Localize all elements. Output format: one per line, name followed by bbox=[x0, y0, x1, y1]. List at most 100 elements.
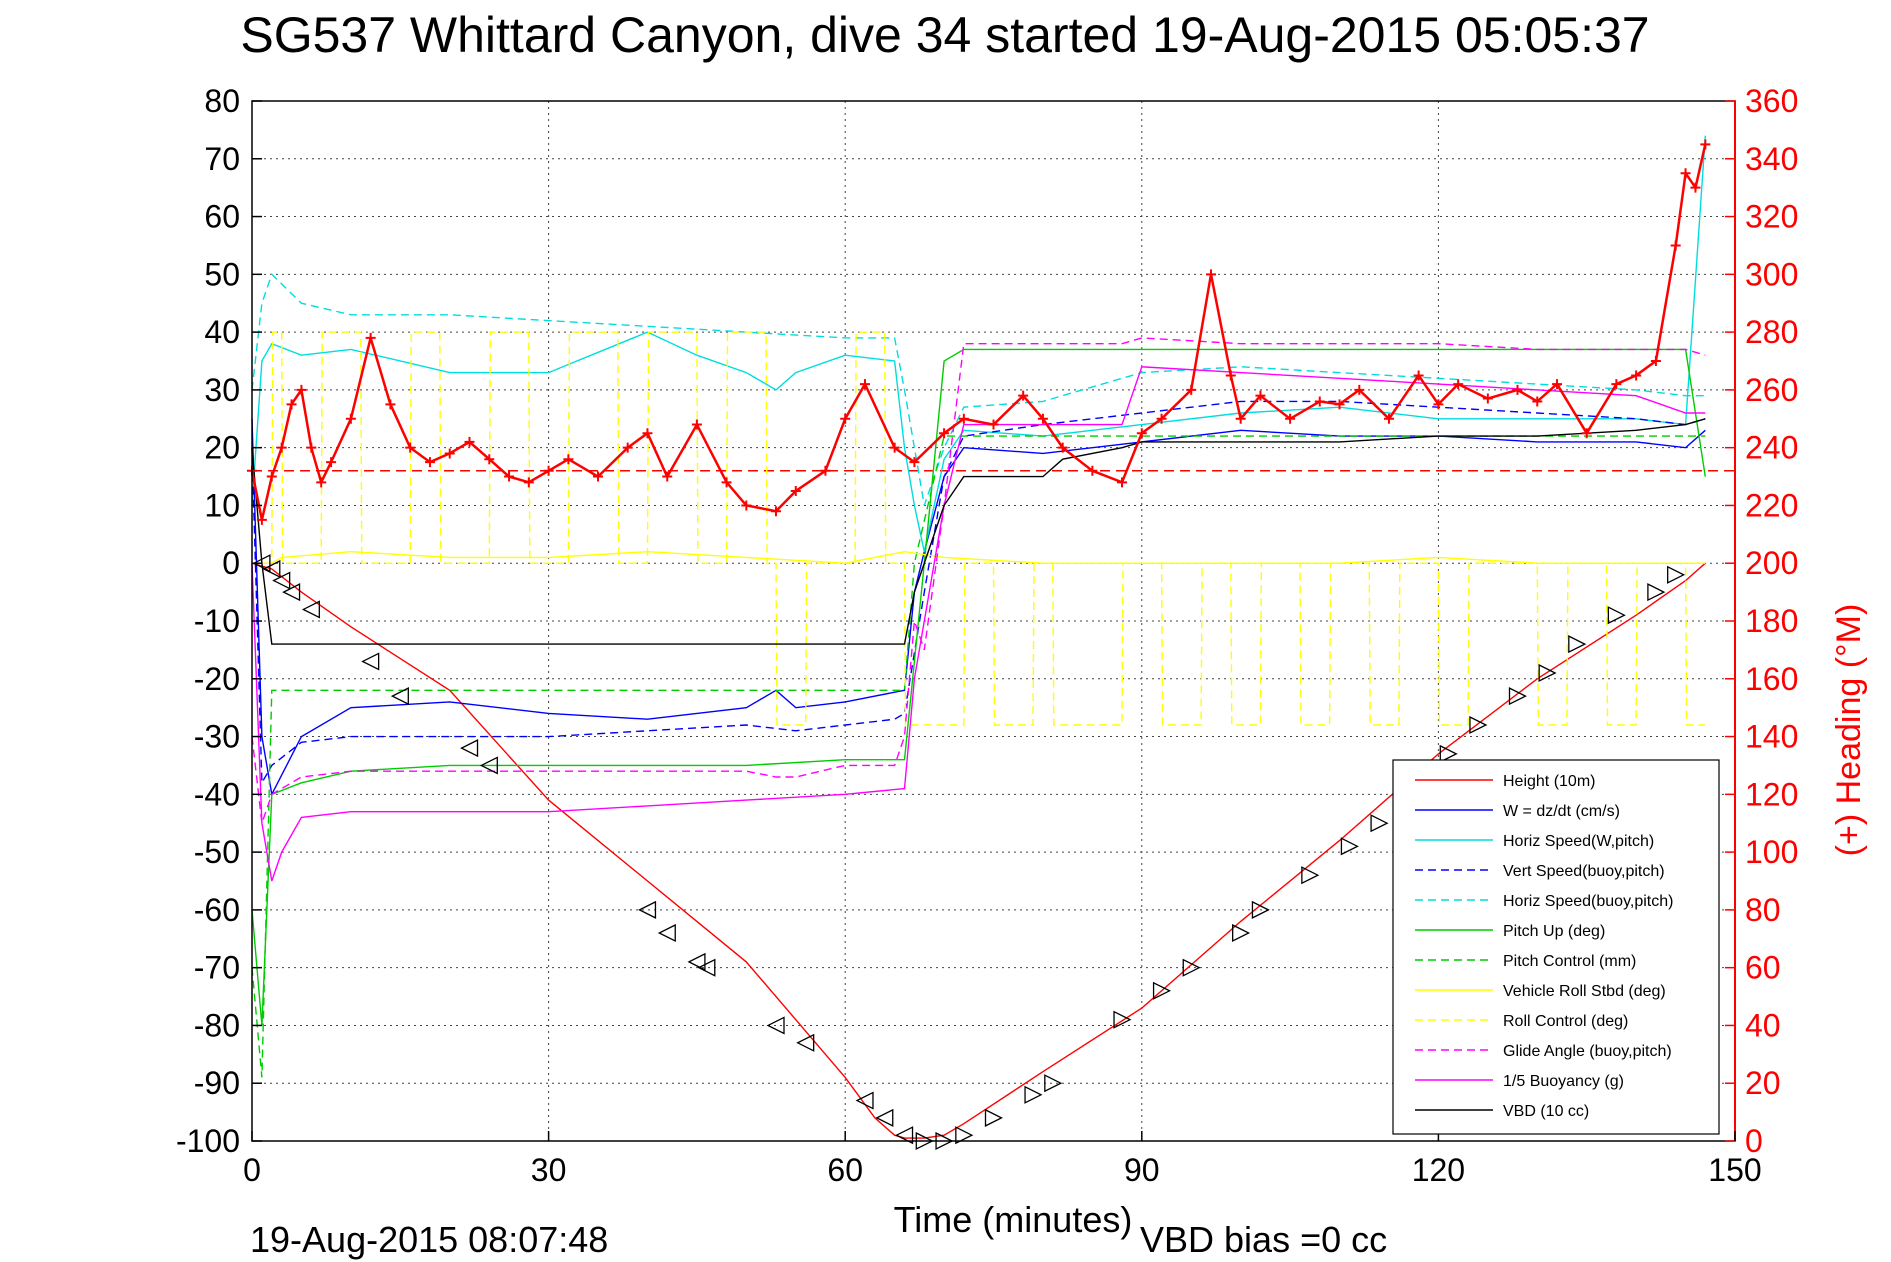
footer-timestamp: 19-Aug-2015 08:07:48 bbox=[250, 1219, 608, 1260]
right-tick-label: 0 bbox=[1745, 1123, 1763, 1159]
x-axis-ticks: 0 30 60 90 120 150 bbox=[243, 1131, 1762, 1188]
heading-point bbox=[504, 471, 515, 482]
height-triangle-marker bbox=[1044, 1074, 1063, 1093]
series-line-height-10m bbox=[251, 562, 1706, 1139]
heading-point bbox=[1433, 399, 1444, 410]
heading-point bbox=[276, 442, 287, 453]
legend-label-horiz-speed-buoy-pitch: Horiz Speed(buoy,pitch) bbox=[1503, 893, 1673, 910]
heading-point bbox=[1700, 139, 1711, 150]
heading-point bbox=[1156, 413, 1167, 424]
right-tick-label: 220 bbox=[1745, 487, 1798, 523]
left-tick-label: 20 bbox=[204, 430, 240, 466]
right-tick-label: 240 bbox=[1745, 430, 1798, 466]
heading-point bbox=[721, 477, 732, 488]
legend-label-horiz-speed-w-pitch: Horiz Speed(W,pitch) bbox=[1503, 833, 1654, 850]
height-triangle-marker bbox=[1152, 981, 1172, 1000]
legend-label-vbd-10-cc: VBD (10 cc) bbox=[1503, 1103, 1589, 1120]
x-tick-label: 60 bbox=[827, 1152, 863, 1188]
height-triangle-marker bbox=[955, 1126, 974, 1145]
left-tick-label: -80 bbox=[194, 1007, 240, 1043]
heading-point bbox=[1512, 384, 1523, 395]
heading-point bbox=[1532, 396, 1543, 407]
height-triangle-marker bbox=[282, 583, 301, 602]
height-triangle-marker bbox=[1469, 715, 1488, 735]
right-tick-label: 40 bbox=[1745, 1007, 1781, 1043]
heading-point bbox=[859, 379, 870, 390]
height-triangle-marker bbox=[1301, 866, 1320, 885]
heading-point bbox=[1285, 413, 1296, 424]
heading-point bbox=[988, 419, 999, 430]
heading-point bbox=[889, 442, 900, 453]
heading-point bbox=[444, 448, 455, 459]
heading-point bbox=[1680, 168, 1691, 179]
heading-point bbox=[1206, 269, 1217, 280]
legend-label-w-dz-dt-cm-s: W = dz/dt (cm/s) bbox=[1503, 803, 1620, 820]
heading-point bbox=[840, 413, 851, 424]
heading-point bbox=[1650, 356, 1661, 366]
right-tick-label: 160 bbox=[1745, 661, 1798, 697]
heading-point bbox=[424, 457, 435, 468]
left-tick-label: -30 bbox=[194, 719, 240, 755]
heading-point bbox=[1413, 370, 1424, 381]
right-tick-label: 300 bbox=[1745, 256, 1798, 292]
heading-point bbox=[1581, 428, 1592, 439]
legend-label-vehicle-roll-stbd-deg: Vehicle Roll Stbd (deg) bbox=[1503, 983, 1666, 1000]
right-tick-label: 60 bbox=[1745, 950, 1781, 986]
legend-label-vert-speed-buoy-pitch: Vert Speed(buoy,pitch) bbox=[1503, 863, 1665, 880]
heading-point bbox=[939, 428, 950, 439]
height-triangle-marker bbox=[460, 739, 479, 758]
series-line-w-dz-dt-cm-s bbox=[251, 418, 1706, 797]
right-tick-label: 20 bbox=[1745, 1065, 1781, 1101]
legend-label-1-5-buoyancy-g: 1/5 Buoyancy (g) bbox=[1503, 1073, 1624, 1090]
heading-point bbox=[622, 442, 633, 453]
heading-point bbox=[1670, 240, 1681, 251]
heading-point bbox=[909, 457, 920, 468]
right-tick-label: 180 bbox=[1745, 603, 1798, 639]
heading-point bbox=[1314, 396, 1325, 407]
left-tick-label: 30 bbox=[204, 372, 240, 408]
series-line-horiz-speed-buoy-pitch bbox=[251, 273, 1706, 506]
series-line-1-5-buoyancy-g bbox=[251, 366, 1706, 882]
height-triangle-marker bbox=[1607, 606, 1626, 625]
height-triangle-marker bbox=[1182, 958, 1201, 977]
heading-point bbox=[790, 486, 801, 496]
height-triangle-marker bbox=[301, 600, 320, 619]
series-line-vert-speed-buoy-pitch bbox=[251, 400, 1706, 786]
heading-point bbox=[1136, 428, 1147, 439]
heading-point bbox=[1087, 465, 1098, 476]
heading-point bbox=[316, 477, 327, 488]
right-tick-label: 260 bbox=[1745, 372, 1798, 408]
right-axis-ticks: 3603403203002802602402202001801601401201… bbox=[1725, 83, 1798, 1159]
heading-point bbox=[741, 500, 752, 511]
left-tick-label: 10 bbox=[204, 487, 240, 523]
heading-point bbox=[563, 454, 574, 465]
height-triangle-marker bbox=[697, 958, 716, 977]
height-triangle-marker bbox=[895, 1126, 914, 1145]
right-tick-label: 140 bbox=[1745, 719, 1798, 755]
height-triangle-marker bbox=[984, 1108, 1003, 1127]
series-line-heading bbox=[250, 144, 1707, 521]
heading-point bbox=[1383, 413, 1394, 424]
right-axis-label: (+) Heading (°M) bbox=[1830, 604, 1868, 857]
heading-point bbox=[484, 454, 495, 465]
heading-point bbox=[256, 514, 267, 525]
right-tick-label: 360 bbox=[1745, 83, 1798, 119]
legend-label-roll-control-deg: Roll Control (deg) bbox=[1503, 1013, 1628, 1030]
left-tick-label: 0 bbox=[222, 545, 240, 581]
left-tick-label: 70 bbox=[204, 141, 240, 177]
x-tick-label: 90 bbox=[1124, 1152, 1160, 1188]
height-triangle-marker bbox=[766, 1016, 785, 1035]
heading-point bbox=[523, 477, 534, 488]
legend-label-pitch-control-mm: Pitch Control (mm) bbox=[1503, 953, 1636, 970]
height-triangle-marker bbox=[361, 652, 380, 671]
heading-point bbox=[1037, 413, 1048, 424]
heading-point bbox=[286, 399, 297, 410]
x-tick-label: 120 bbox=[1412, 1152, 1465, 1188]
heading-point bbox=[1117, 477, 1128, 488]
heading-point bbox=[1334, 399, 1345, 410]
height-triangle-marker bbox=[1024, 1085, 1043, 1104]
right-tick-label: 80 bbox=[1745, 892, 1781, 928]
heading-point bbox=[1690, 182, 1701, 193]
left-axis-ticks: 80 70 60 50 40 30 20 10 0 -10 -20 -30 -40 -50 -60 -70 -8… bbox=[176, 83, 262, 1159]
